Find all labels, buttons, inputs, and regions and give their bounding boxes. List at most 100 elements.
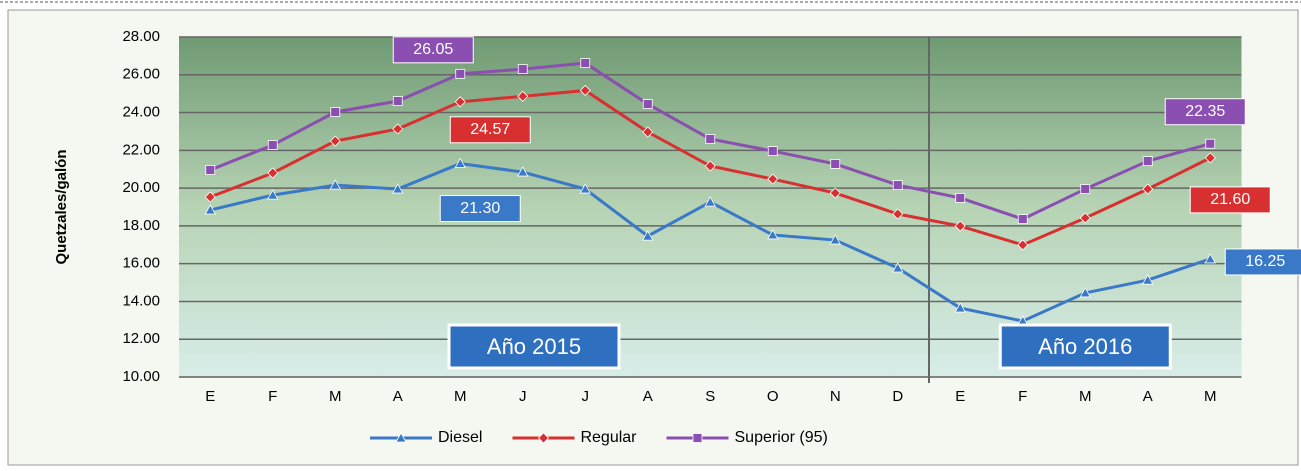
marker (1079, 212, 1091, 224)
marker (1079, 287, 1091, 298)
marker (892, 262, 904, 273)
marker (767, 146, 778, 156)
x-tick-label: D (892, 388, 903, 405)
marker (392, 96, 403, 106)
y-tick-label: 18.00 (122, 217, 160, 234)
annotation: Año 2016 (1038, 334, 1132, 359)
data-label: 21.60 (1210, 191, 1250, 208)
y-tick-label: 20.00 (122, 179, 160, 196)
annotation-box (447, 323, 621, 370)
x-tick-label: M (1204, 388, 1217, 405)
marker (955, 193, 966, 203)
x-tick-label: J (519, 388, 527, 405)
marker (1017, 239, 1029, 251)
marker (954, 302, 966, 313)
marker (1142, 274, 1154, 285)
marker (329, 179, 341, 190)
marker (204, 204, 216, 215)
plot-area (179, 37, 1242, 377)
y-tick-label: 12.00 (122, 330, 160, 347)
marker (579, 84, 591, 97)
marker (454, 96, 466, 108)
x-tick-label: F (1018, 388, 1027, 405)
marker (267, 167, 279, 179)
x-tick-label: A (393, 388, 403, 405)
x-tick-label: A (643, 388, 653, 405)
marker (692, 433, 703, 443)
x-tick-label: F (268, 388, 277, 405)
annotation: Año 2015 (487, 334, 581, 359)
marker (642, 230, 654, 241)
marker (1205, 138, 1216, 149)
marker (892, 208, 904, 220)
marker (1204, 152, 1216, 164)
marker (517, 90, 529, 102)
x-tick-label: E (955, 388, 965, 405)
x-tick-label: O (767, 388, 779, 405)
y-tick-label: 26.00 (122, 66, 160, 83)
data-label-box (449, 116, 531, 144)
marker (829, 187, 841, 199)
marker (537, 432, 550, 444)
y-tick-label: 16.00 (122, 255, 160, 272)
annotation-box (998, 323, 1172, 370)
marker (267, 189, 279, 200)
marker (205, 165, 216, 175)
marker (1142, 183, 1154, 195)
marker (517, 166, 529, 177)
marker (204, 191, 216, 203)
data-label-box (1224, 248, 1301, 276)
data-label: 21.30 (460, 200, 500, 217)
marker (704, 160, 716, 172)
y-axis-label: Quetzales/galón (53, 149, 70, 264)
marker (705, 134, 716, 144)
data-label-box (439, 195, 521, 223)
marker (1017, 214, 1028, 224)
x-tick-label: A (1143, 388, 1153, 405)
marker (892, 180, 903, 190)
marker (454, 157, 466, 168)
data-label: 22.35 (1185, 103, 1225, 120)
marker (642, 126, 654, 138)
legend-label: Regular (580, 429, 637, 446)
marker (1142, 156, 1153, 167)
y-tick-label: 22.00 (122, 141, 160, 158)
legend-label: Diesel (438, 429, 482, 446)
marker (829, 234, 841, 245)
marker (1080, 184, 1091, 194)
x-tick-label: M (454, 388, 467, 405)
x-tick-label: N (830, 388, 841, 405)
marker (455, 68, 466, 79)
data-label-box (1189, 186, 1271, 214)
marker (330, 107, 341, 117)
marker (1204, 253, 1216, 264)
marker (267, 140, 278, 150)
y-tick-label: 24.00 (122, 104, 160, 121)
marker (392, 123, 404, 135)
data-label: 26.05 (413, 41, 453, 58)
marker (579, 183, 591, 194)
x-tick-label: E (205, 388, 215, 405)
marker (830, 159, 841, 169)
marker (767, 229, 779, 240)
marker (642, 99, 653, 109)
marker (392, 183, 404, 194)
marker (767, 173, 779, 185)
x-tick-label: S (705, 388, 715, 405)
data-label: 16.25 (1245, 253, 1285, 270)
x-tick-label: M (1079, 388, 1092, 405)
marker (704, 196, 716, 207)
x-tick-label: J (582, 388, 590, 405)
data-label-box (392, 36, 474, 64)
legend-label: Superior (95) (735, 429, 828, 446)
y-tick-label: 14.00 (122, 292, 160, 309)
data-label: 24.57 (470, 121, 510, 138)
x-tick-label: M (329, 388, 342, 405)
y-tick-label: 10.00 (122, 368, 160, 385)
marker (395, 432, 407, 443)
marker (954, 220, 966, 232)
marker (580, 58, 591, 68)
y-tick-label: 28.00 (122, 28, 160, 45)
